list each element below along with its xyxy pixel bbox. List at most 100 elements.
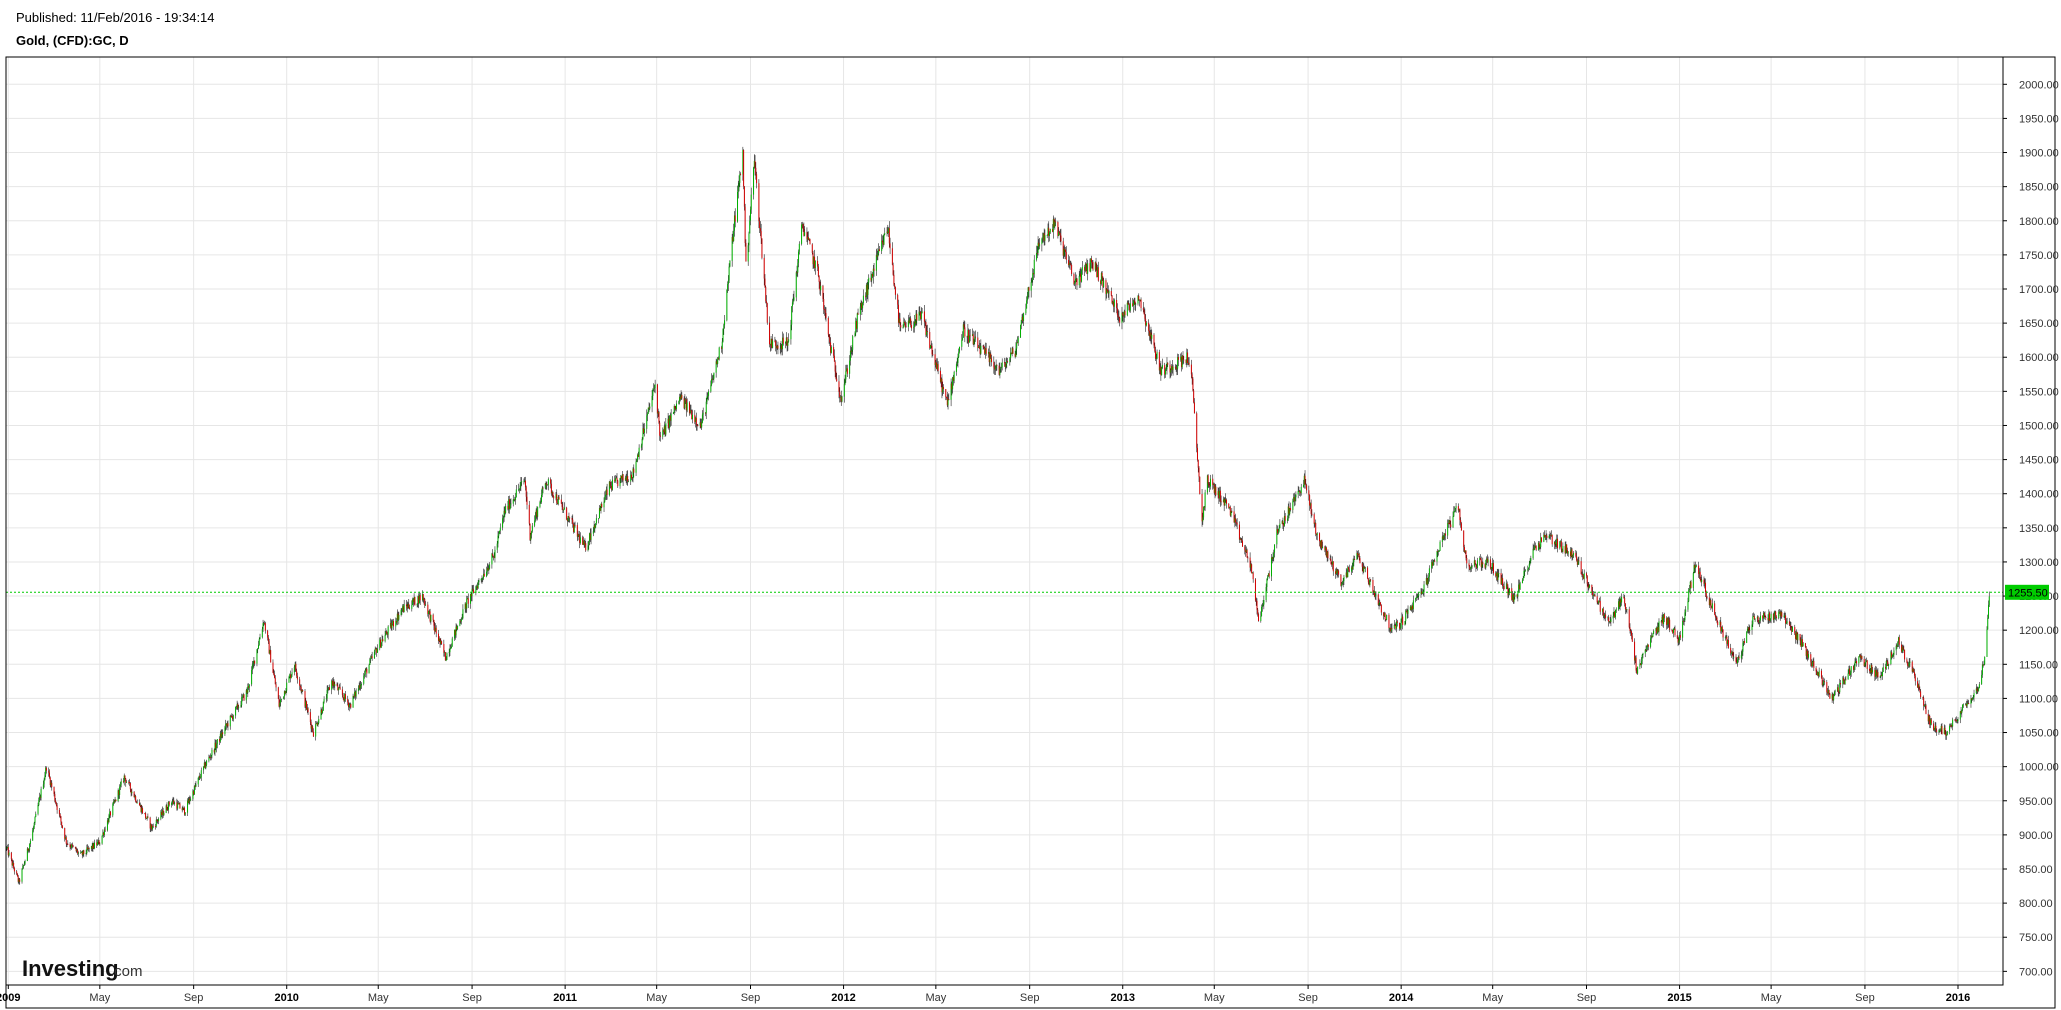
candle-body — [395, 621, 397, 627]
candle-body — [428, 610, 430, 612]
candle-body — [1485, 560, 1487, 568]
candle-body — [1930, 719, 1932, 724]
candle-body — [1785, 615, 1787, 624]
candle-body — [279, 702, 281, 707]
candle-body — [1778, 611, 1780, 619]
candle-body — [1412, 605, 1414, 609]
candle-body — [792, 300, 794, 303]
candle-body — [903, 321, 905, 328]
candle-body — [1917, 684, 1919, 688]
candle-body — [930, 345, 932, 347]
candle-body — [845, 371, 847, 380]
candle-body — [1134, 301, 1136, 305]
candle-body — [17, 876, 19, 882]
candle-body — [460, 619, 462, 622]
candle-body — [120, 781, 122, 785]
candle-body — [107, 820, 109, 823]
investing-logo[interactable]: Investing .com — [22, 956, 143, 981]
candle-body — [1213, 483, 1215, 493]
candle-body — [270, 650, 272, 663]
candle-body — [1311, 513, 1313, 515]
candle-body — [561, 503, 563, 507]
candle-body — [1843, 677, 1845, 681]
candle-body — [1631, 635, 1633, 642]
candle-body — [210, 755, 212, 758]
candle-body — [1188, 362, 1190, 365]
x-tick-label: Sep — [1298, 992, 1318, 1004]
candle-body — [200, 770, 202, 778]
candle-body — [991, 358, 993, 363]
candle-body — [1973, 693, 1975, 698]
candle-body — [392, 620, 394, 625]
candle-body — [659, 435, 661, 437]
candle-body — [1367, 567, 1369, 579]
candle-body — [946, 397, 948, 406]
candle-body — [1247, 557, 1249, 559]
candle-body — [1944, 727, 1946, 735]
candle-body — [1046, 235, 1048, 236]
candle-body — [1154, 345, 1156, 351]
candle-body — [22, 866, 24, 870]
candle-body — [1394, 624, 1396, 626]
candle-body — [1014, 353, 1016, 357]
candle-body — [642, 428, 644, 440]
candle-body — [467, 598, 469, 604]
candle-body — [530, 534, 532, 541]
candle-body — [1326, 551, 1328, 557]
candle-body — [817, 260, 819, 267]
candle-body — [1207, 475, 1209, 484]
candle-body — [546, 484, 548, 486]
candle-body — [1532, 548, 1534, 559]
candle-body — [492, 555, 494, 557]
candle-body — [1860, 655, 1862, 658]
candle-body — [937, 364, 939, 371]
candle-body — [731, 237, 733, 261]
y-tick-label: 1550.00 — [2019, 386, 2059, 398]
candle-body — [1927, 713, 1929, 722]
candle-body — [651, 395, 653, 407]
candle-body — [1582, 574, 1584, 576]
candle-body — [195, 784, 197, 787]
candle-body — [254, 660, 256, 664]
candle-body — [1758, 621, 1760, 623]
candle-body — [988, 352, 990, 363]
candle-body — [272, 662, 274, 673]
candle-body — [1166, 362, 1168, 370]
candle-body — [1351, 567, 1353, 569]
candle-body — [1106, 289, 1108, 294]
candle-body — [1058, 231, 1060, 233]
candle-body — [1909, 661, 1911, 663]
candle-body — [1293, 497, 1295, 502]
candle-body — [646, 415, 648, 429]
candle-body — [243, 694, 245, 701]
candle-body — [193, 791, 195, 795]
candle-body — [1177, 357, 1179, 360]
candle-body — [807, 237, 809, 240]
candle-body — [1448, 520, 1450, 524]
candle-body — [1519, 583, 1521, 589]
candle-body — [713, 372, 715, 379]
candle-body — [192, 791, 194, 799]
candle-body — [1920, 691, 1922, 697]
candle-body — [1319, 541, 1321, 547]
candle-body — [408, 603, 410, 608]
candle-body — [681, 394, 683, 399]
candle-body — [494, 549, 496, 558]
candle-body — [83, 850, 85, 855]
candle-body — [931, 346, 933, 355]
candle-body — [1843, 680, 1845, 684]
candle-body — [215, 742, 217, 749]
candle-body — [1187, 352, 1189, 364]
candle-body — [697, 425, 699, 427]
candle-body — [45, 767, 47, 776]
candle-body — [1444, 533, 1446, 536]
candle-body — [1341, 584, 1343, 586]
candle-body — [882, 242, 884, 245]
candle-body — [514, 499, 516, 501]
candle-body — [1491, 566, 1493, 570]
candle-body — [1806, 650, 1808, 656]
candle-body — [370, 658, 372, 660]
candle-body — [902, 327, 904, 329]
candle-body — [1218, 491, 1220, 499]
